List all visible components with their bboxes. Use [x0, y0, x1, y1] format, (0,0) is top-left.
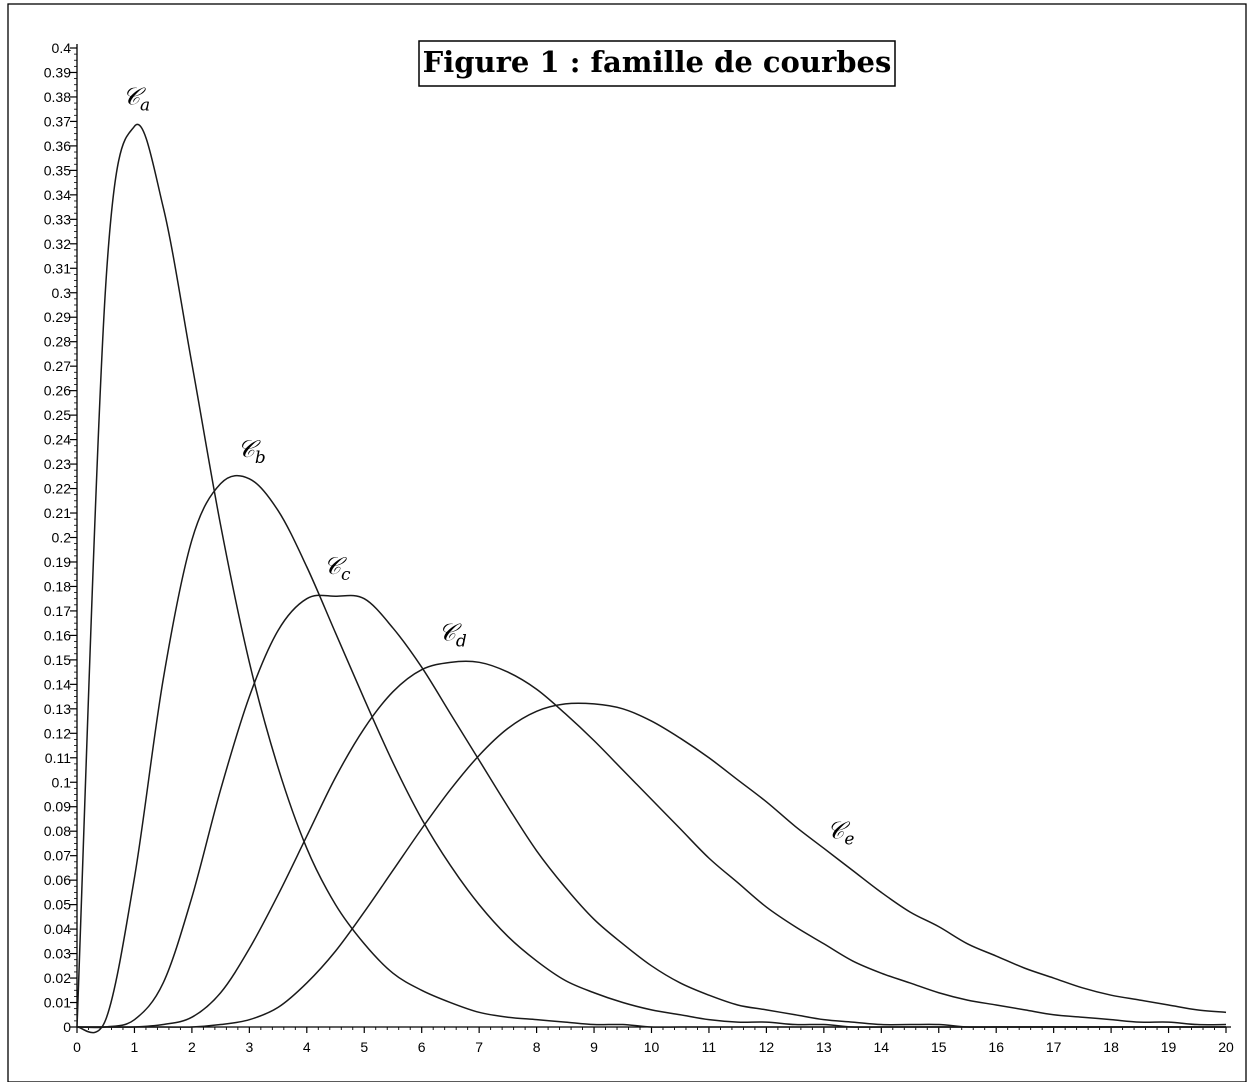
y-tick-label: 0.14 [44, 676, 71, 692]
curve-labels: 𝒞a 𝒞b 𝒞c 𝒞d 𝒞e [122, 82, 854, 849]
chart-curves [76, 123, 1227, 1034]
y-tick-label: 0.05 [44, 897, 71, 913]
curve-c-line [76, 594, 1226, 1029]
x-tick-label: 4 [303, 1039, 311, 1055]
x-tick-label: 3 [245, 1039, 253, 1055]
x-tick-label: 6 [418, 1039, 426, 1055]
y-tick-label: 0.15 [44, 652, 71, 668]
curve-d-line [77, 660, 1227, 1028]
y-tick-label: 0.4 [52, 40, 72, 56]
y-tick-label: 0.26 [44, 383, 71, 399]
x-tick-label: 13 [816, 1039, 832, 1055]
x-tick-label: 0 [73, 1039, 81, 1055]
x-tick-label: 19 [1161, 1039, 1177, 1055]
frame-border [7, 3, 1247, 1082]
y-tick-label: 0.09 [44, 799, 71, 815]
y-tick-label: 0.2 [52, 530, 72, 546]
y-tick-label: 0.07 [44, 848, 71, 864]
x-tick-label: 9 [590, 1039, 598, 1055]
y-tick-label: 0.03 [44, 946, 71, 962]
y-tick-label: 0.21 [44, 505, 71, 521]
y-tick-label: 0.08 [44, 823, 71, 839]
y-tick-label: 0.02 [44, 970, 71, 986]
x-tick-label: 14 [874, 1039, 890, 1055]
y-tick-label: 0.37 [44, 113, 71, 129]
chart-title: Figure 1 : famille de courbes [423, 45, 892, 79]
y-tick-label: 0.32 [44, 236, 71, 252]
x-tick-label: 18 [1103, 1039, 1119, 1055]
x-tick-label: 2 [188, 1039, 196, 1055]
curve-a-line [76, 123, 1226, 1028]
x-tick-label: 11 [702, 1039, 717, 1055]
y-tick-label: 0.19 [44, 554, 71, 570]
x-tick-label: 5 [360, 1039, 368, 1055]
y-tick-label: 0.01 [44, 995, 71, 1011]
x-tick-label: 16 [988, 1039, 1004, 1055]
curve-a-label: 𝒞a [122, 82, 150, 115]
curve-b-label: 𝒞b [237, 435, 265, 468]
y-tick-label: 0.29 [44, 309, 71, 325]
x-tick-label: 20 [1218, 1039, 1234, 1055]
curve-e-line [77, 702, 1227, 1028]
curve-e-label: 𝒞e [827, 816, 855, 849]
y-tick-label: 0.25 [44, 407, 71, 423]
x-tick-label: 7 [475, 1039, 483, 1055]
y-tick-label: 0.17 [44, 603, 71, 619]
y-tick-label: 0.27 [44, 358, 71, 374]
y-tick-label: 0.28 [44, 334, 71, 350]
y-tick-label: 0.04 [44, 921, 71, 937]
y-tick-label: 0.35 [44, 162, 71, 178]
chart-title-box: Figure 1 : famille de courbes [418, 40, 896, 87]
x-tick-label: 17 [1046, 1039, 1062, 1055]
y-tick-label: 0.3 [52, 285, 72, 301]
y-tick-label: 0.11 [45, 750, 71, 766]
x-tick-label: 8 [533, 1039, 541, 1055]
y-tick-label: 0.31 [44, 260, 71, 276]
curve-c-label: 𝒞c [324, 552, 352, 585]
y-tick-label: 0.38 [44, 89, 71, 105]
y-tick-label: 0.06 [44, 872, 71, 888]
title-frame [418, 40, 896, 87]
y-tick-label: 0.23 [44, 456, 71, 472]
y-tick-label: 0.1 [52, 774, 72, 790]
x-tick-label: 15 [931, 1039, 947, 1055]
y-tick-label: 0.33 [44, 211, 71, 227]
x-tick-label: 10 [644, 1039, 660, 1055]
y-tick-label: 0.16 [44, 627, 71, 643]
y-tick-label: 0.22 [44, 481, 71, 497]
x-tick-label: 12 [759, 1039, 775, 1055]
y-tick-label: 0 [63, 1019, 71, 1035]
y-tick-label: 0.13 [44, 701, 71, 717]
curve-d-label: 𝒞d [438, 618, 467, 651]
y-tick-label: 0.12 [44, 725, 71, 741]
y-tick-label: 0.18 [44, 578, 71, 594]
y-tick-label: 0.24 [44, 432, 71, 448]
x-tick-label: 1 [131, 1039, 139, 1055]
axis-ticks: 0 1 2 3 4 5 6 7 8 9 10 11 12 13 14 15 16 17 18 19 2000.010.0… [44, 40, 1234, 1055]
y-tick-label: 0.39 [44, 64, 71, 80]
y-tick-label: 0.34 [44, 187, 71, 203]
y-tick-label: 0.36 [44, 138, 71, 154]
